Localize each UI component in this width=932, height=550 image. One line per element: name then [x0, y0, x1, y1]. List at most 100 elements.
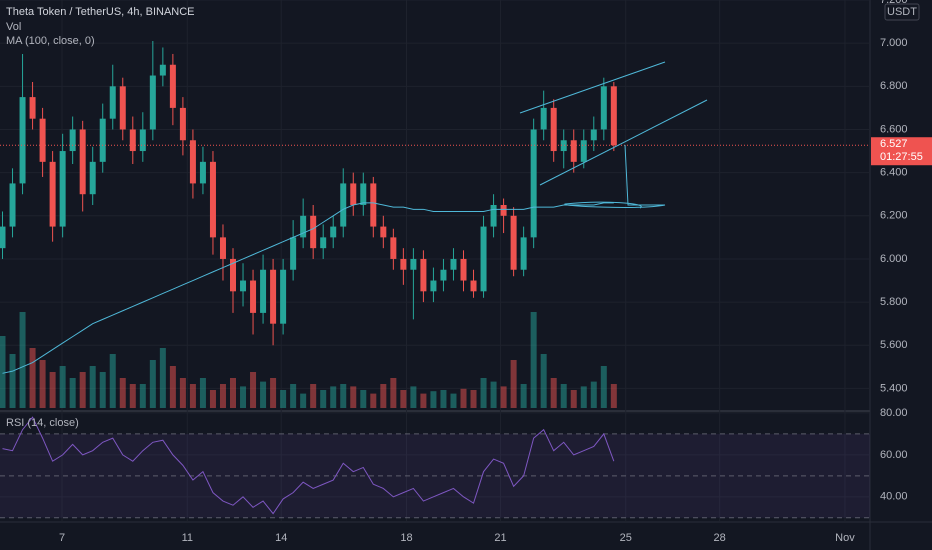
candle-body — [460, 258, 467, 281]
candle-body — [580, 140, 587, 162]
y-tick-label: 7.000 — [880, 37, 908, 49]
candle-body — [290, 237, 297, 270]
candle-body — [199, 161, 206, 184]
indicators — [0, 144, 870, 515]
volume-bar — [390, 378, 397, 408]
volume-bar — [179, 378, 186, 408]
candle-body — [560, 140, 567, 152]
trend-line — [519, 61, 666, 114]
candle-body — [230, 258, 237, 292]
volume-bar — [199, 378, 206, 408]
volume-bar — [530, 312, 537, 408]
candle-body — [159, 64, 166, 76]
trend-line — [539, 99, 708, 186]
rsi-line — [2, 416, 615, 515]
candle-body — [500, 205, 507, 216]
candle-body — [520, 237, 527, 270]
volume-bar — [480, 378, 487, 408]
candle-body — [370, 183, 377, 227]
candle-body — [480, 226, 487, 292]
volume-bar — [450, 393, 457, 408]
ma-line — [2, 202, 614, 374]
x-tick-label: 28 — [714, 532, 726, 544]
y-tick-label: 5.800 — [880, 296, 908, 308]
candle-body — [590, 129, 597, 141]
volume-bar — [460, 388, 467, 408]
volume-bar — [380, 384, 387, 408]
candle-body — [169, 64, 176, 108]
candle-body — [89, 161, 96, 195]
volume-bar — [109, 354, 116, 408]
volume-bar — [340, 384, 347, 408]
candle-body — [59, 151, 66, 227]
candle-body — [610, 86, 617, 146]
volume-bar — [119, 378, 126, 408]
volume-bar — [560, 384, 567, 408]
candle-body — [300, 215, 307, 238]
candle-body — [149, 75, 156, 130]
candle-body — [109, 86, 116, 119]
volume-bar — [169, 366, 176, 408]
y-tick-label: 6.400 — [880, 167, 908, 179]
candle-body — [430, 280, 437, 292]
volume-bar — [29, 348, 36, 408]
candle-body — [19, 97, 26, 184]
rsi-tick-label: 60.00 — [880, 449, 908, 461]
volume-bar — [209, 390, 216, 408]
candle-body — [570, 140, 577, 162]
pane-separator — [0, 410, 870, 412]
y-tick-label: 5.600 — [880, 339, 908, 351]
volume-bar — [520, 384, 527, 408]
candle-body — [99, 118, 106, 162]
volume-bar — [570, 390, 577, 408]
candle-body — [540, 107, 547, 130]
volume-bar — [219, 384, 226, 408]
volume-bar — [280, 390, 287, 408]
volume-bar — [440, 390, 447, 408]
candle-body — [260, 269, 267, 313]
candle-body — [550, 107, 557, 152]
rsi-label: RSI (14, close) — [6, 417, 79, 429]
volume-bar — [89, 366, 96, 408]
x-tick-label: 21 — [494, 532, 506, 544]
volume-bar — [350, 386, 357, 408]
chart-title: Theta Token / TetherUS, 4h, BINANCE — [6, 6, 195, 18]
y-tick-label: 6.200 — [880, 210, 908, 222]
volume-bar — [510, 360, 517, 408]
candle-body — [9, 183, 16, 227]
currency-badge[interactable] — [884, 3, 920, 21]
y-tick-label: 7.200 — [880, 0, 908, 6]
x-tick-label: 14 — [275, 532, 287, 544]
candles — [0, 41, 617, 346]
volume-bar — [320, 390, 327, 408]
volume-bar — [79, 372, 86, 408]
candle-body — [280, 269, 287, 324]
candle-body — [350, 183, 357, 205]
volume-label: Vol — [6, 21, 21, 33]
volume-bar — [420, 393, 427, 408]
candle-body — [139, 129, 146, 152]
candle-body — [49, 161, 56, 227]
volume-bar — [39, 360, 46, 408]
candle-body — [250, 280, 257, 313]
volume-bar — [310, 384, 317, 408]
x-tick-label: 7 — [59, 532, 65, 544]
volume-bar — [99, 372, 106, 408]
candle-body — [189, 140, 196, 184]
volume-bar — [250, 372, 257, 408]
drawings — [519, 61, 708, 209]
volume-bar — [19, 312, 26, 408]
candle-body — [330, 226, 337, 238]
volume-bar — [159, 348, 166, 408]
volume-bar — [550, 378, 557, 408]
candle-body — [39, 118, 46, 162]
candle-body — [209, 161, 216, 238]
volume-bar — [139, 384, 146, 408]
candle-body — [119, 86, 126, 130]
x-tick-label: 11 — [182, 532, 193, 544]
y-tick-label: 5.400 — [880, 382, 908, 394]
volume-bar — [300, 393, 307, 408]
volume-bar — [189, 384, 196, 408]
volume-bar — [430, 391, 437, 408]
